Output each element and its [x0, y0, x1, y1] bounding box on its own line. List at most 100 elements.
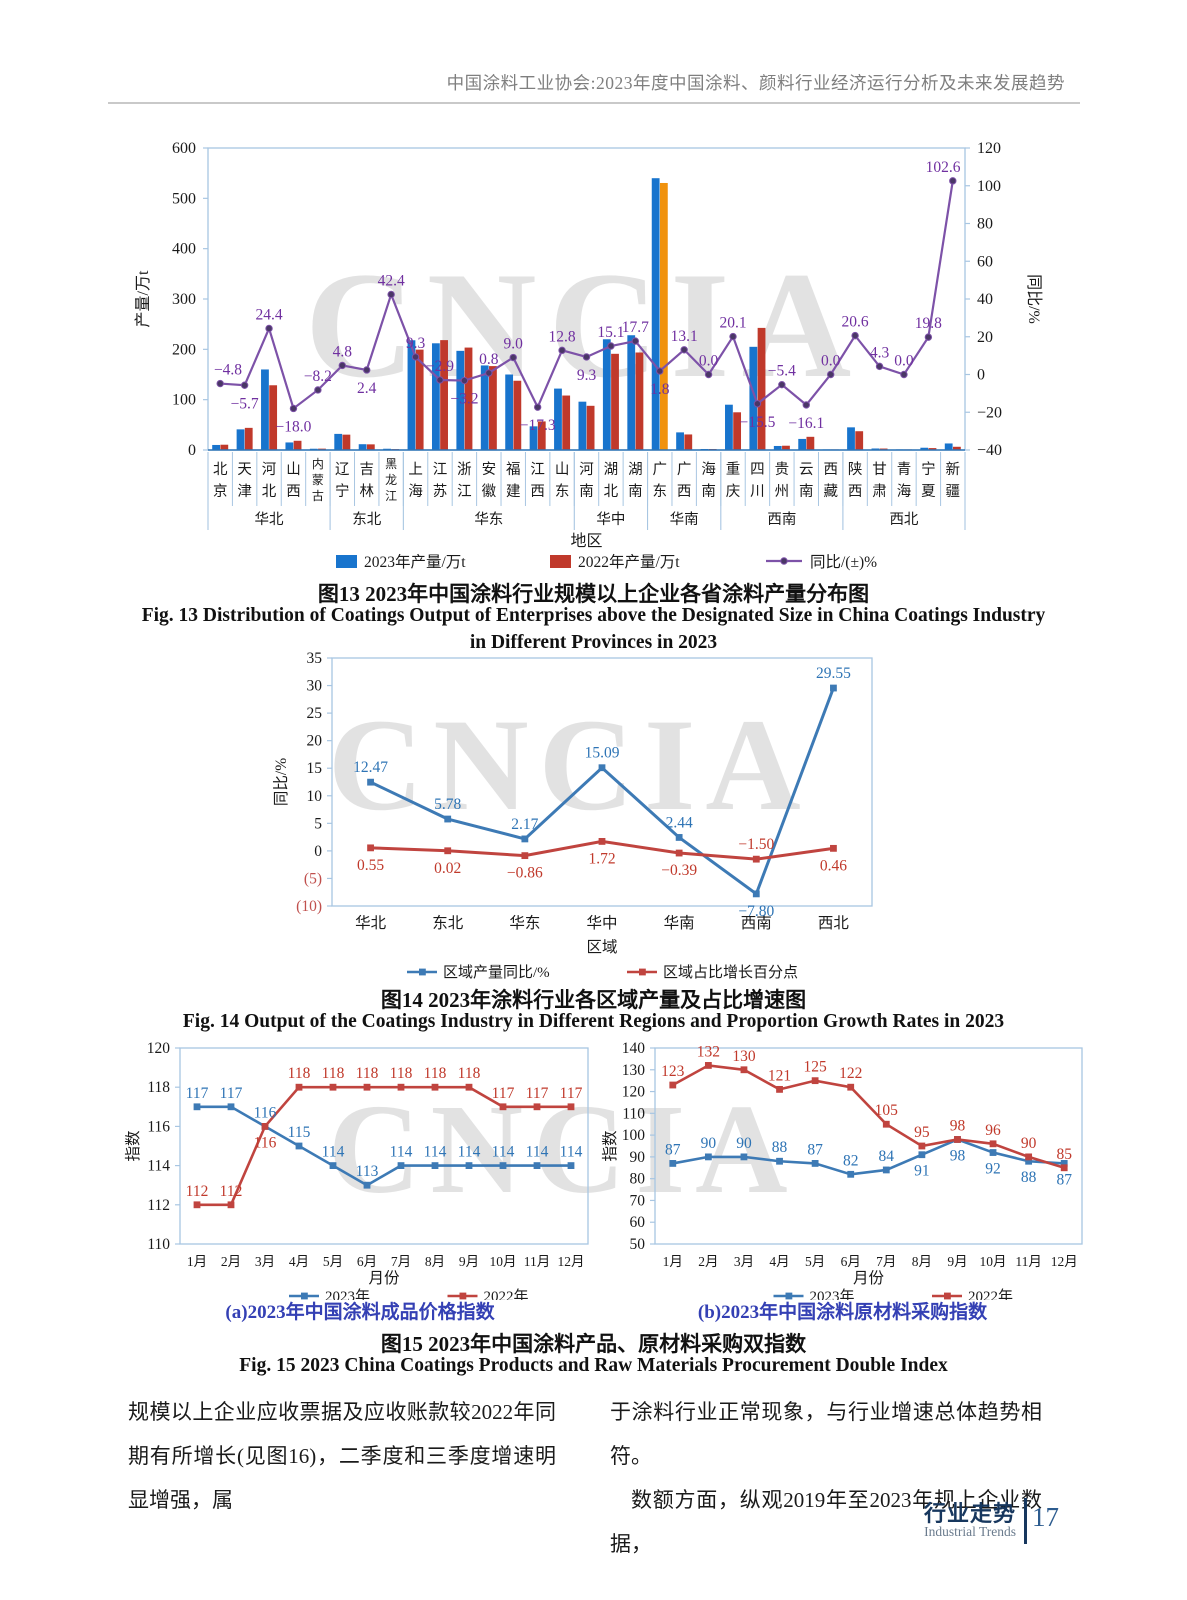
svg-text:130: 130	[622, 1062, 646, 1079]
svg-text:12.8: 12.8	[549, 328, 576, 345]
svg-text:85: 85	[1056, 1146, 1072, 1163]
svg-text:19.8: 19.8	[915, 315, 942, 332]
svg-text:华东: 华东	[509, 914, 540, 932]
svg-text:地区: 地区	[570, 532, 602, 550]
svg-text:125: 125	[804, 1059, 828, 1076]
fig15b-series	[669, 1136, 1068, 1178]
svg-text:15: 15	[307, 760, 323, 777]
svg-text:11月: 11月	[1015, 1254, 1042, 1269]
svg-text:80: 80	[630, 1171, 646, 1188]
fig13-legend: 2023年产量/万t 2022年产量/万t 同比/(±)%	[336, 553, 877, 571]
svg-text:90: 90	[736, 1135, 752, 1152]
svg-text:114: 114	[147, 1158, 170, 1175]
svg-text:2022年: 2022年	[484, 1288, 529, 1300]
svg-text:河: 河	[579, 461, 594, 478]
svg-text:112: 112	[186, 1183, 209, 1200]
footer-section-en: Industrial Trends	[924, 1524, 1016, 1539]
svg-text:90: 90	[630, 1149, 646, 1166]
svg-text:35: 35	[307, 650, 323, 667]
body-paragraph: 数额方面，纵观2019年至2023年规上企业数据，	[610, 1488, 1042, 1556]
svg-text:82: 82	[843, 1152, 859, 1169]
fig13-chart: 0 100 200 300 400 500 600 −40 −20 0 20 40 60 80 100 120…	[134, 140, 1043, 571]
svg-text:2月: 2月	[698, 1254, 718, 1269]
svg-text:2023年产量/万t: 2023年产量/万t	[364, 553, 466, 571]
svg-text:114: 114	[424, 1144, 447, 1161]
svg-text:29.55: 29.55	[816, 665, 851, 682]
svg-text:120: 120	[977, 140, 1001, 157]
svg-text:(10): (10)	[296, 898, 322, 915]
svg-text:10月: 10月	[980, 1254, 1007, 1269]
svg-text:117: 117	[220, 1085, 243, 1102]
svg-text:7月: 7月	[876, 1254, 896, 1269]
svg-text:9月: 9月	[459, 1254, 479, 1269]
svg-text:9.3: 9.3	[577, 367, 597, 384]
svg-text:0.02: 0.02	[434, 860, 461, 877]
svg-text:藏: 藏	[823, 483, 838, 500]
svg-text:−1.50: −1.50	[738, 836, 774, 853]
fig15-caption-zh: 图15 2023年中国涂料产品、原材料采购双指数	[380, 1332, 807, 1356]
svg-text:84: 84	[879, 1148, 895, 1165]
footer-section-zh: 行业走势	[923, 1501, 1016, 1526]
svg-text:−18.0: −18.0	[276, 418, 312, 435]
svg-text:苏: 苏	[433, 483, 448, 500]
svg-text:江: 江	[385, 489, 397, 503]
svg-text:91: 91	[914, 1163, 930, 1180]
fig15b-chart: 50 60 70 80 90 100 110 120 130 140 指数 1月 2月 3月 4月 5月 6月 7…	[601, 1040, 1083, 1300]
fig14-legend: 区域产量同比/% 区域占比增长百分点	[407, 964, 798, 981]
svg-text:内: 内	[312, 457, 324, 471]
svg-text:−15.5: −15.5	[739, 414, 775, 431]
svg-text:118: 118	[147, 1079, 170, 1096]
svg-text:青: 青	[897, 461, 912, 478]
svg-text:4月: 4月	[769, 1254, 789, 1269]
fig15a-series	[193, 1083, 575, 1209]
svg-text:6月: 6月	[841, 1254, 861, 1269]
svg-text:西北: 西北	[889, 511, 918, 528]
fig13-caption-en2: in Different Provinces in 2023	[469, 632, 718, 653]
svg-text:−17.3: −17.3	[520, 417, 556, 434]
fig15a-chart: 110 112 114 116 118 120 指数 1月 2月 3月 4月 5月 6月 7月 8月 9月 10…	[124, 1040, 589, 1300]
svg-text:10: 10	[307, 788, 323, 805]
svg-text:118: 118	[356, 1065, 379, 1082]
svg-text:南: 南	[799, 483, 814, 500]
svg-text:陕: 陕	[848, 461, 863, 478]
svg-text:117: 117	[492, 1085, 515, 1102]
svg-text:重: 重	[726, 461, 741, 478]
fig14-caption-zh: 图14 2023年涂料行业各区域产量及占比增速图	[380, 988, 807, 1012]
svg-text:−40: −40	[977, 442, 1002, 459]
svg-text:9.3: 9.3	[406, 335, 426, 352]
svg-text:宁: 宁	[921, 461, 936, 478]
fig15-caption-en: Fig. 15 2023 China Coatings Products and…	[239, 1355, 948, 1376]
svg-text:12.47: 12.47	[353, 759, 388, 776]
footer-divider	[1024, 1498, 1027, 1544]
svg-text:8月: 8月	[425, 1254, 445, 1269]
svg-text:4.8: 4.8	[333, 343, 353, 360]
svg-text:8月: 8月	[912, 1254, 932, 1269]
svg-text:龙: 龙	[385, 473, 397, 487]
svg-text:92: 92	[985, 1161, 1001, 1178]
svg-text:东: 东	[555, 483, 570, 500]
svg-text:9月: 9月	[947, 1254, 967, 1269]
svg-text:2022年: 2022年	[968, 1288, 1013, 1300]
svg-text:4月: 4月	[289, 1254, 309, 1269]
svg-text:120: 120	[147, 1040, 171, 1057]
svg-text:110: 110	[622, 1105, 645, 1122]
fig14-chart: (10) (5) 0 5 10 15 20 25 30 35 同比/% 华北 东北 华东 华中 华南 西南 西北区…	[272, 650, 873, 981]
svg-text:西南: 西南	[741, 914, 772, 932]
svg-text:50: 50	[630, 1236, 646, 1253]
svg-text:12月: 12月	[558, 1254, 585, 1269]
svg-text:西南: 西南	[767, 511, 796, 528]
svg-text:蒙: 蒙	[312, 473, 324, 487]
svg-text:1月: 1月	[187, 1254, 207, 1269]
svg-text:华南: 华南	[670, 511, 699, 528]
svg-text:华北: 华北	[355, 914, 387, 932]
svg-text:116: 116	[147, 1118, 170, 1135]
svg-text:月份: 月份	[368, 1269, 400, 1287]
svg-text:海: 海	[408, 483, 423, 500]
svg-text:42.4: 42.4	[378, 272, 405, 289]
svg-text:云: 云	[799, 462, 814, 478]
svg-text:产量/万t: 产量/万t	[134, 270, 152, 327]
svg-text:1.8: 1.8	[650, 381, 670, 398]
svg-text:−5.4: −5.4	[768, 363, 796, 380]
svg-text:区域产量同比/%: 区域产量同比/%	[443, 964, 550, 981]
svg-text:0.0: 0.0	[699, 353, 719, 370]
